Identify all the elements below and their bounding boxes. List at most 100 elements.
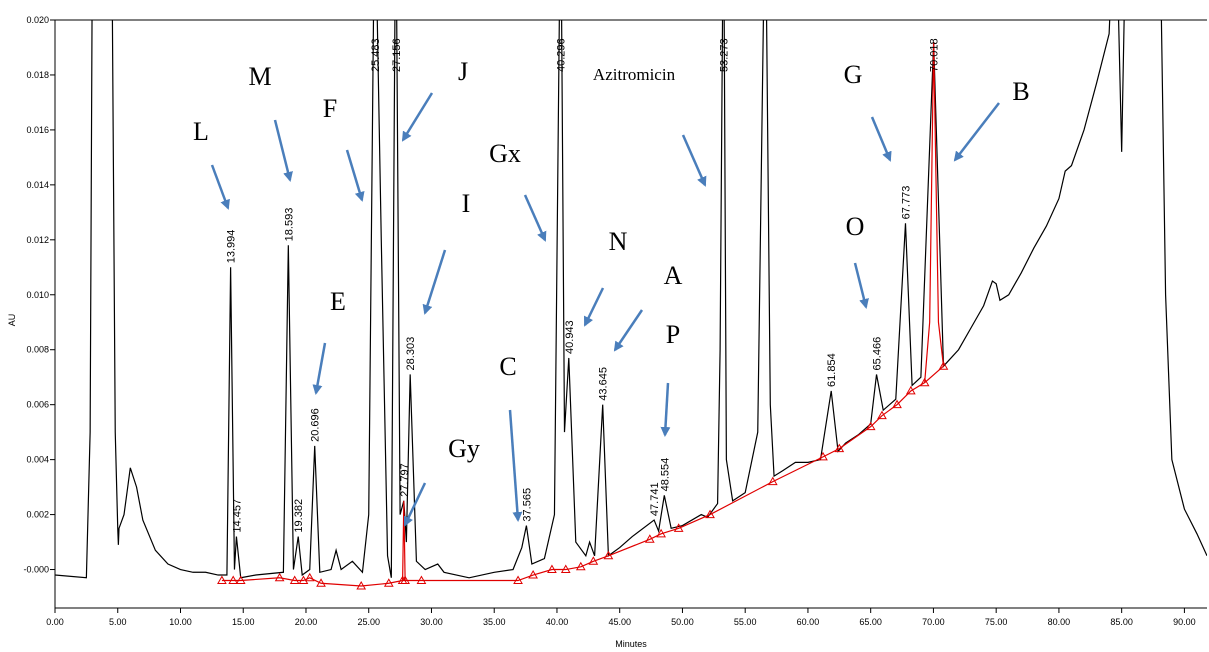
annotation: M xyxy=(248,62,271,91)
peak-label: 20.696 xyxy=(310,408,322,442)
baseline-marker xyxy=(274,572,285,582)
peak-label: 40.296 xyxy=(556,38,568,72)
baseline-marker xyxy=(673,523,684,532)
y-tick-label: 0.010 xyxy=(26,290,49,300)
baseline-marker xyxy=(644,534,655,543)
annotation: C xyxy=(499,352,516,381)
baseline-marker xyxy=(400,575,410,585)
annotation-arrow xyxy=(583,287,605,327)
baseline-marker xyxy=(228,575,239,585)
peak-label: 70.018 xyxy=(929,38,941,72)
x-tick-label: 45.00 xyxy=(608,617,631,627)
y-tick-label: 0.014 xyxy=(26,180,49,190)
annotation: Gx xyxy=(489,139,521,168)
x-tick-label: 55.00 xyxy=(734,617,757,627)
annotation: B xyxy=(1012,77,1029,106)
x-tick-label: 85.00 xyxy=(1110,617,1133,627)
annotation: J xyxy=(458,57,468,86)
baseline-marker xyxy=(316,578,326,587)
baseline-marker xyxy=(356,581,367,590)
baseline-marker xyxy=(588,556,599,565)
x-tick-label: 90.00 xyxy=(1173,617,1196,627)
baseline-marker xyxy=(547,564,557,574)
trace xyxy=(402,500,406,581)
peak-label: 13.994 xyxy=(226,230,238,264)
x-tick-label: 50.00 xyxy=(671,617,694,627)
peak-label: 67.773 xyxy=(900,186,912,220)
y-tick-label: -0.000 xyxy=(23,565,49,575)
baseline-marker xyxy=(767,476,778,486)
y-tick-label: 0.002 xyxy=(26,510,49,520)
y-tick-label: 0.016 xyxy=(26,125,49,135)
baseline-marker xyxy=(865,421,876,431)
y-tick-label: 0.008 xyxy=(26,345,49,355)
y-tick-label: 0.018 xyxy=(26,70,49,80)
integration-baseline xyxy=(221,365,944,587)
x-tick-label: 0.00 xyxy=(46,617,64,627)
annotation: Azitromicin xyxy=(593,65,676,84)
x-tick-label: 30.00 xyxy=(420,617,443,627)
x-tick-label: 60.00 xyxy=(797,617,820,627)
annotation-arrow xyxy=(273,119,293,182)
baseline-marker xyxy=(877,410,887,420)
annotation: G xyxy=(844,60,863,89)
annotation-arrow xyxy=(403,482,427,527)
x-tick-label: 35.00 xyxy=(483,617,506,627)
annotation: O xyxy=(846,212,865,241)
baseline-marker xyxy=(416,575,427,585)
baseline-marker xyxy=(298,575,309,585)
peak-label: 28.303 xyxy=(405,337,417,371)
peak-label: 65.466 xyxy=(872,337,884,371)
baseline-marker xyxy=(818,451,828,461)
trace xyxy=(924,41,945,383)
peak-label: 25.483 xyxy=(370,38,382,72)
baseline-marker xyxy=(905,385,916,395)
baseline-marker xyxy=(289,575,300,585)
peak-label: 19.382 xyxy=(293,499,305,533)
x-tick-label: 40.00 xyxy=(546,617,569,627)
annotation-arrow xyxy=(853,262,869,309)
annotation-arrow xyxy=(345,149,365,202)
annotation: Gy xyxy=(448,434,480,463)
y-tick-label: 0.004 xyxy=(26,455,49,465)
x-axis-title: Minutes xyxy=(615,639,647,649)
annotation: L xyxy=(193,117,209,146)
annotation-arrow xyxy=(953,102,1000,162)
plot-area xyxy=(55,20,1207,590)
annotation: N xyxy=(609,227,628,256)
x-tick-label: 65.00 xyxy=(859,617,882,627)
baseline-marker xyxy=(560,564,571,574)
peak-label: 37.565 xyxy=(521,488,533,522)
x-tick-label: 25.00 xyxy=(357,617,380,627)
peak-label: 47.741 xyxy=(649,482,661,516)
annotation-arrow xyxy=(312,342,327,395)
baseline-marker xyxy=(575,561,586,571)
y-tick-label: 0.020 xyxy=(26,15,49,25)
y-tick-label: 0.006 xyxy=(26,400,49,410)
baseline-marker xyxy=(235,575,246,585)
annotation-arrow xyxy=(401,92,434,142)
x-tick-label: 5.00 xyxy=(109,617,127,627)
trace xyxy=(55,20,1207,579)
peak-label: 48.554 xyxy=(659,458,671,492)
baseline-marker xyxy=(383,578,394,587)
peak-label: 27.156 xyxy=(391,38,403,72)
baseline-marker xyxy=(892,399,902,409)
annotation-arrow xyxy=(660,382,671,437)
baseline-marker xyxy=(919,377,930,387)
peak-label: 61.854 xyxy=(826,353,838,387)
annotation-arrow xyxy=(613,309,644,352)
baseline-marker xyxy=(217,575,227,585)
baseline-marker xyxy=(603,550,614,560)
annotation-arrow xyxy=(508,409,523,522)
annotation-arrow xyxy=(870,116,892,162)
peak-label: 53.273 xyxy=(719,38,731,72)
baseline-marker xyxy=(834,443,845,453)
x-tick-label: 15.00 xyxy=(232,617,255,627)
annotation-arrow xyxy=(422,249,447,315)
annotation: I xyxy=(462,189,471,218)
x-tick-label: 10.00 xyxy=(169,617,192,627)
annotation-arrow xyxy=(681,134,707,187)
peak-label: 43.645 xyxy=(598,367,610,401)
baseline-marker xyxy=(304,572,315,582)
